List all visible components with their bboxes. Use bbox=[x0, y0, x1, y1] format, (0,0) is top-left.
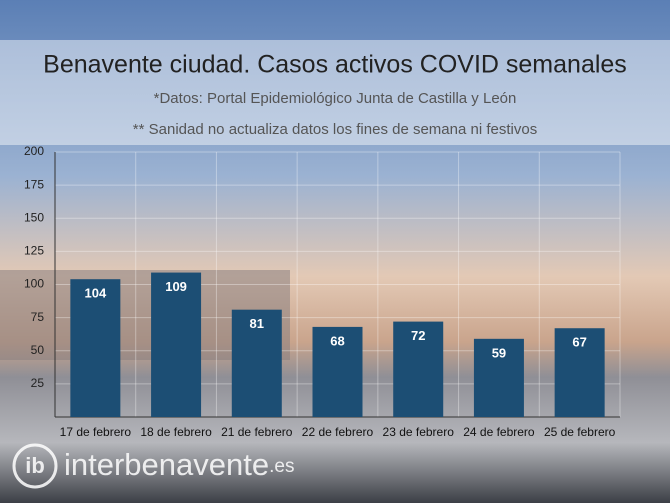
bar bbox=[393, 321, 444, 417]
y-tick-label: 175 bbox=[24, 177, 44, 191]
title-panel bbox=[0, 40, 670, 145]
y-tick-label: 100 bbox=[24, 277, 44, 291]
x-tick-label: 25 de febrero bbox=[544, 425, 616, 439]
chart-title: Benavente ciudad. Casos activos COVID se… bbox=[43, 51, 627, 79]
y-tick-label: 200 bbox=[24, 144, 44, 158]
plot: 25 50 75 100 125 150 175 200 17 de febrero 104 18 … bbox=[24, 144, 621, 439]
x-tick-label: 21 de febrero bbox=[221, 425, 293, 439]
data-label: 109 bbox=[165, 279, 187, 294]
y-tick-label: 150 bbox=[24, 210, 44, 224]
data-label: 59 bbox=[492, 345, 506, 360]
y-tick-label: 125 bbox=[24, 244, 44, 258]
x-tick-label: 18 de febrero bbox=[140, 425, 212, 439]
bar bbox=[312, 326, 363, 417]
chart-note: ** Sanidad no actualiza datos los fines … bbox=[133, 121, 537, 138]
bar bbox=[70, 279, 121, 417]
x-tick-label: 17 de febrero bbox=[60, 425, 132, 439]
y-tick-label: 25 bbox=[31, 376, 45, 390]
data-label: 72 bbox=[411, 328, 425, 343]
y-tick-label: 50 bbox=[31, 343, 45, 357]
watermark-suffix: .es bbox=[269, 456, 294, 477]
data-label: 68 bbox=[330, 333, 344, 348]
bar bbox=[231, 309, 282, 417]
x-tick-label: 22 de febrero bbox=[302, 425, 374, 439]
logo: ib bbox=[25, 453, 45, 478]
chart-subtitle: *Datos: Portal Epidemiológico Junta de C… bbox=[154, 90, 517, 107]
y-tick-label: 75 bbox=[31, 310, 45, 324]
watermark: interbenavente.es bbox=[64, 447, 294, 482]
x-tick-label: 24 de febrero bbox=[463, 425, 535, 439]
data-label: 81 bbox=[250, 316, 264, 331]
watermark-text: interbenavente bbox=[64, 447, 269, 482]
bar bbox=[473, 338, 524, 417]
x-tick-label: 23 de febrero bbox=[383, 425, 455, 439]
bar bbox=[151, 272, 202, 417]
data-label: 104 bbox=[85, 286, 107, 301]
bar bbox=[554, 328, 605, 417]
logo-circle bbox=[12, 443, 58, 489]
data-label: 67 bbox=[572, 335, 586, 350]
